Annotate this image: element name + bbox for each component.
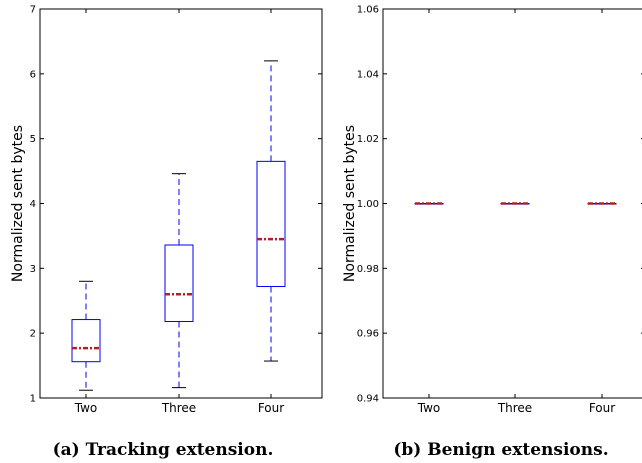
y-tick-label: 3	[30, 264, 36, 275]
x-category-label: Two	[74, 401, 98, 415]
plot-frame	[39, 8, 323, 399]
y-tick-label: 0.94	[357, 394, 379, 405]
x-category-label: Three	[161, 401, 196, 415]
y-tick-label: 1.06	[357, 5, 379, 16]
chart-panel-tracking: 1 2 3 4 5 6 7 Normalized sent bytes Two Three Four	[10, 5, 323, 415]
y-tick-label: 5	[30, 134, 36, 145]
y-tick-label: 0.98	[357, 264, 379, 275]
x-category-label: Three	[497, 401, 532, 415]
y-tick-label: 1.00	[357, 199, 379, 210]
box	[71, 319, 101, 363]
x-category-label: Four	[589, 401, 615, 415]
y-axis-label: Normalized sent bytes	[342, 125, 358, 282]
y-tick-label: 2	[30, 329, 36, 340]
y-tick-label: 7	[30, 5, 36, 16]
x-category-label: Four	[258, 401, 284, 415]
y-tick-label: 4	[30, 199, 36, 210]
y-tick-label: 1.02	[357, 134, 379, 145]
y-tick-label: 1	[30, 394, 36, 405]
y-tick-label: 6	[30, 69, 36, 80]
box	[164, 244, 194, 322]
x-category-label: Two	[417, 401, 441, 415]
y-tick-label: 1.04	[357, 69, 379, 80]
caption-benign: (b) Benign extensions.	[393, 440, 608, 460]
chart-panel-benign: 0.94 0.96 0.98 1.00 1.02 1.04 1.06 Normalized s…	[342, 5, 642, 415]
caption-tracking: (a) Tracking extension.	[53, 440, 274, 460]
y-axis-label: Normalized sent bytes	[10, 125, 26, 282]
y-tick-label: 0.96	[357, 329, 379, 340]
box	[256, 160, 286, 287]
